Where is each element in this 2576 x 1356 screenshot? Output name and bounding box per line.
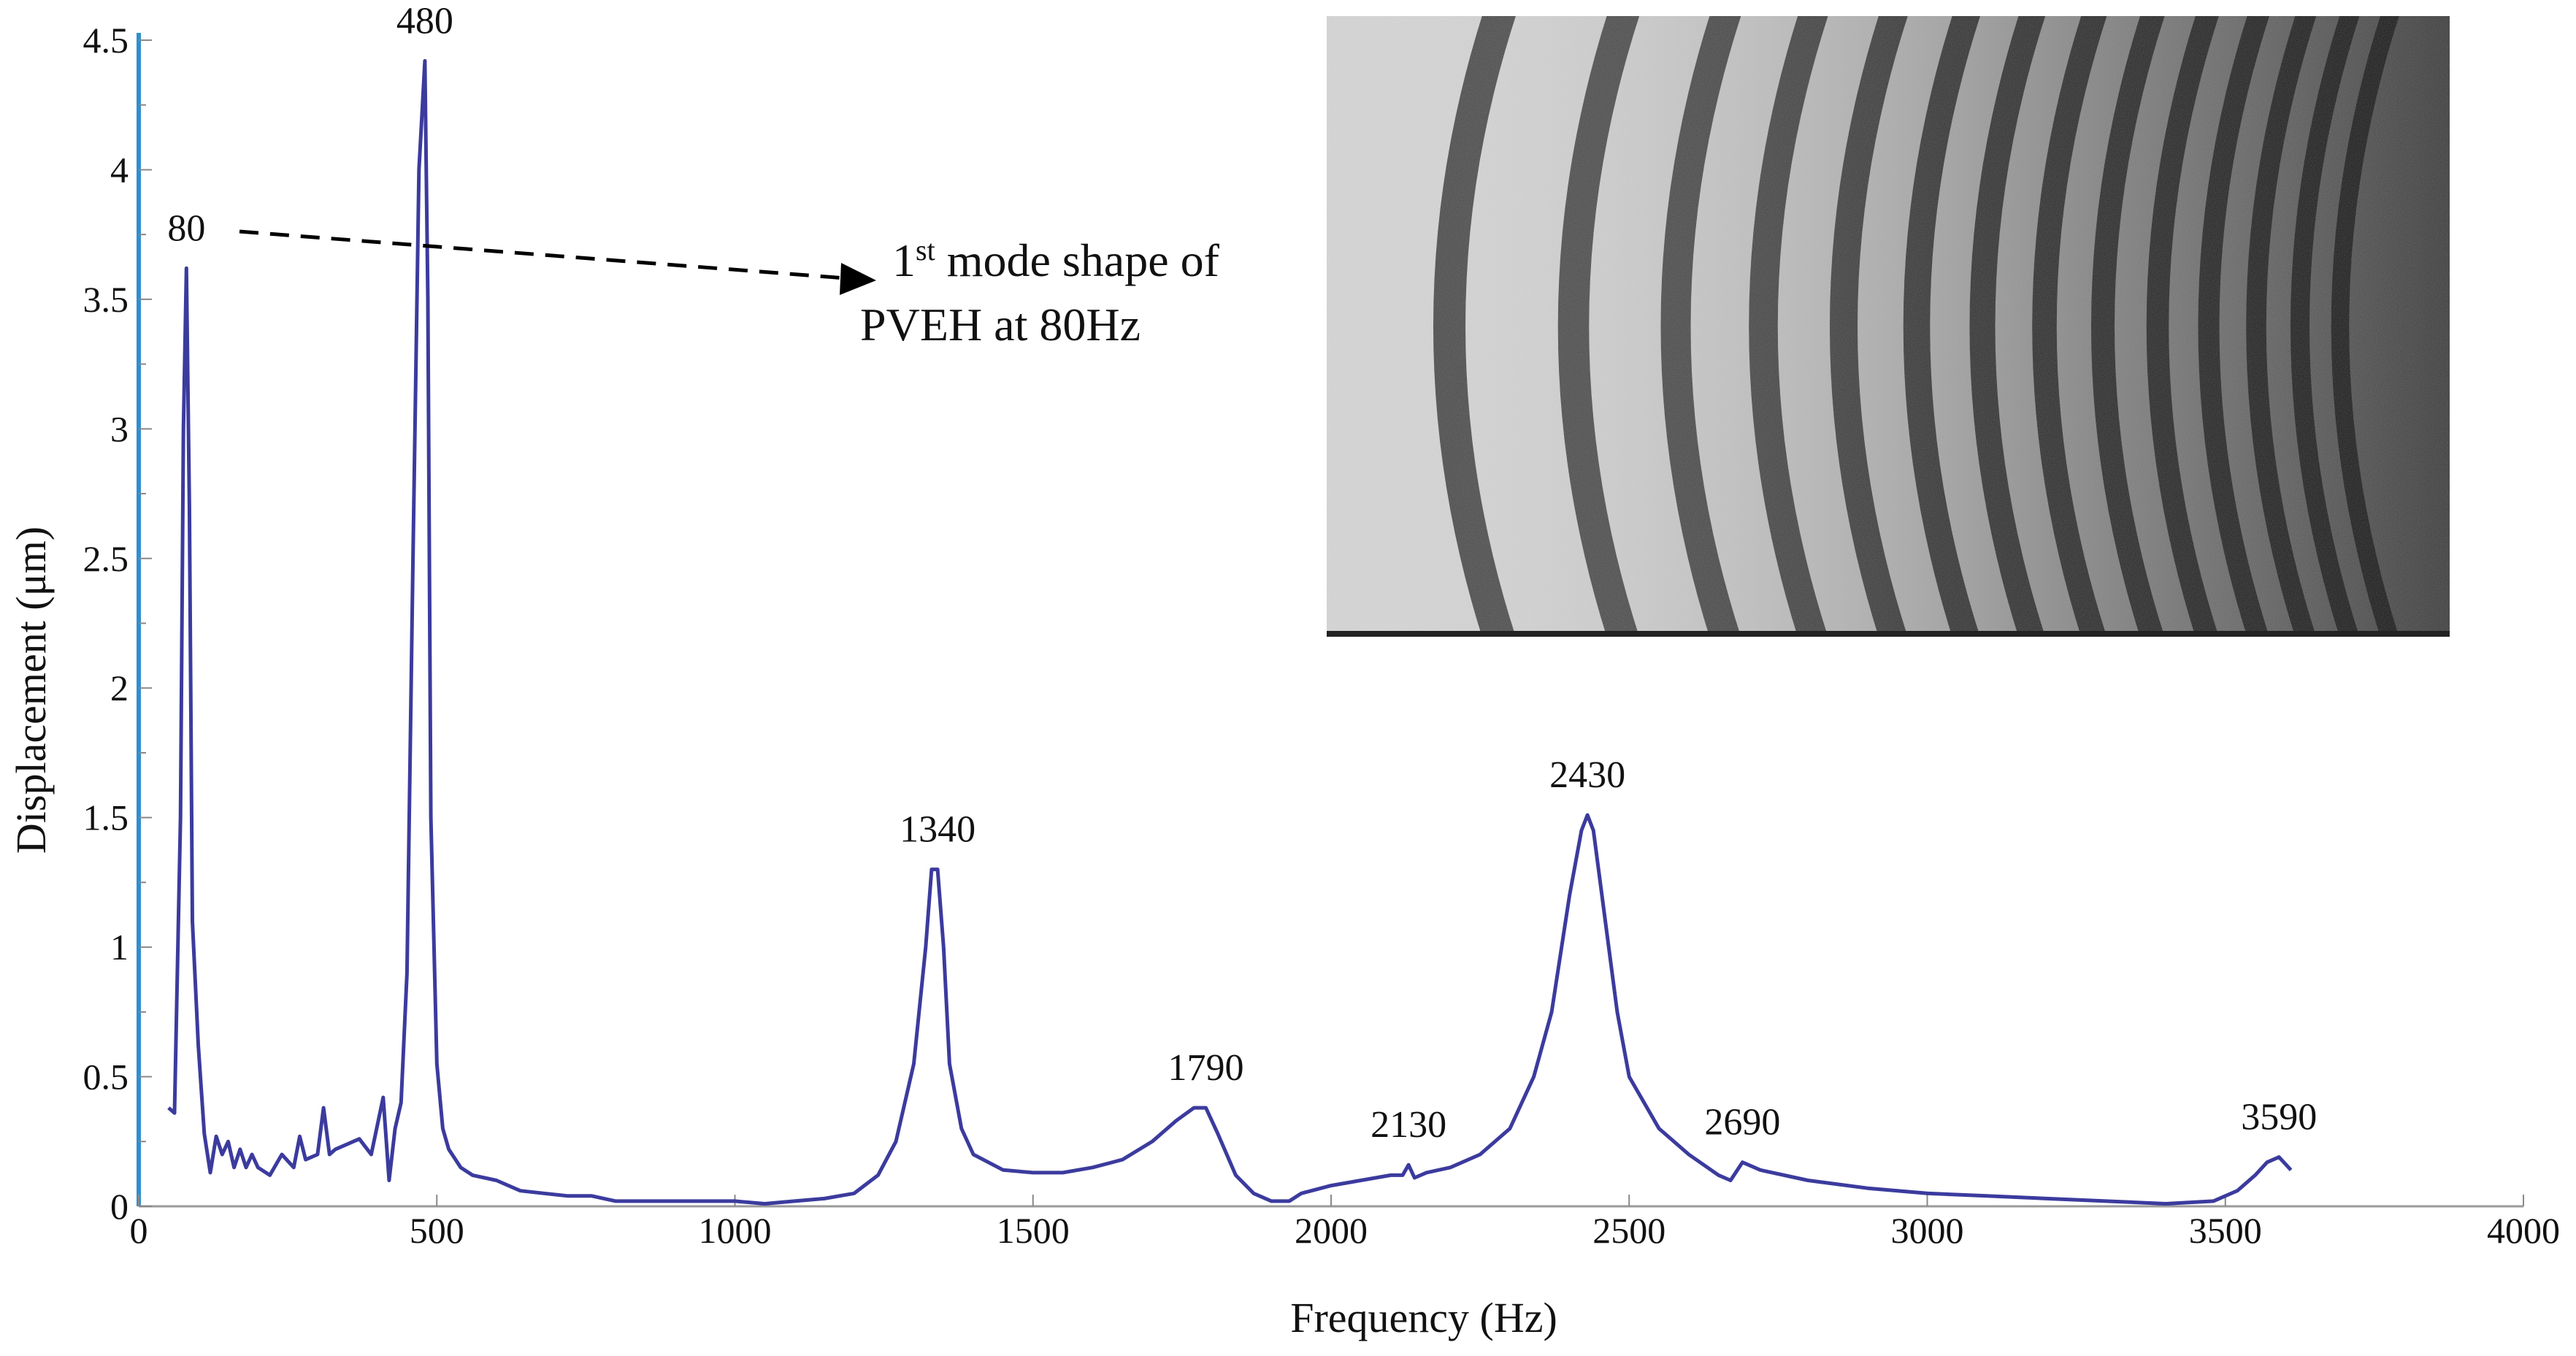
peak-label: 480 — [396, 0, 453, 42]
x-tick-label: 3500 — [2189, 1210, 2262, 1251]
peak-label: 2130 — [1371, 1104, 1446, 1146]
y-tick-label: 1.5 — [83, 797, 129, 838]
y-tick-label: 1 — [110, 927, 129, 968]
mode-shape-annotation: 1st mode shape of PVEH at 80Hz — [239, 231, 1220, 351]
y-tick-label: 3 — [110, 408, 129, 449]
y-tick-label: 0 — [110, 1186, 129, 1227]
x-tick-label: 1000 — [699, 1210, 772, 1251]
y-tick-label: 2.5 — [83, 538, 129, 579]
peak-label: 3590 — [2241, 1097, 2317, 1138]
annotation-line-2: PVEH at 80Hz — [860, 299, 1141, 351]
y-tick-label: 4 — [110, 149, 129, 190]
peak-label: 2690 — [1704, 1102, 1780, 1144]
x-tick-label: 1500 — [997, 1210, 1070, 1251]
x-tick-label: 500 — [410, 1210, 464, 1251]
peak-label: 2430 — [1549, 754, 1625, 796]
annotation-line-1: 1st mode shape of — [892, 234, 1220, 286]
x-tick-label: 3000 — [1891, 1210, 1964, 1251]
x-tick-label: 2500 — [1592, 1210, 1665, 1251]
annotation-arrowhead — [840, 263, 876, 295]
annotation-arrow-line — [239, 231, 846, 278]
x-axis-title: Frequency (Hz) — [1290, 1294, 1557, 1341]
peak-label: 1790 — [1168, 1047, 1244, 1089]
x-tick-label: 0 — [130, 1210, 148, 1251]
y-tick-label: 4.5 — [83, 20, 129, 61]
peak-label: 1340 — [900, 809, 975, 851]
y-tick-label: 0.5 — [83, 1057, 129, 1098]
y-tick-label: 3.5 — [83, 279, 129, 320]
y-axis-title: Displacement (μm) — [7, 526, 55, 854]
peak-label: 80 — [167, 207, 205, 249]
x-tick-label: 4000 — [2487, 1210, 2560, 1251]
y-tick-label: 2 — [110, 667, 129, 708]
mode-shape-image — [1327, 0, 2450, 653]
x-tick-label: 2000 — [1295, 1210, 1368, 1251]
